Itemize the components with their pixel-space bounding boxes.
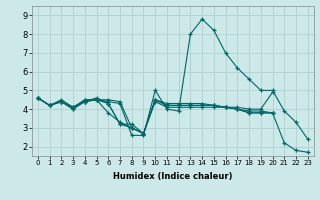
X-axis label: Humidex (Indice chaleur): Humidex (Indice chaleur)	[113, 172, 233, 181]
